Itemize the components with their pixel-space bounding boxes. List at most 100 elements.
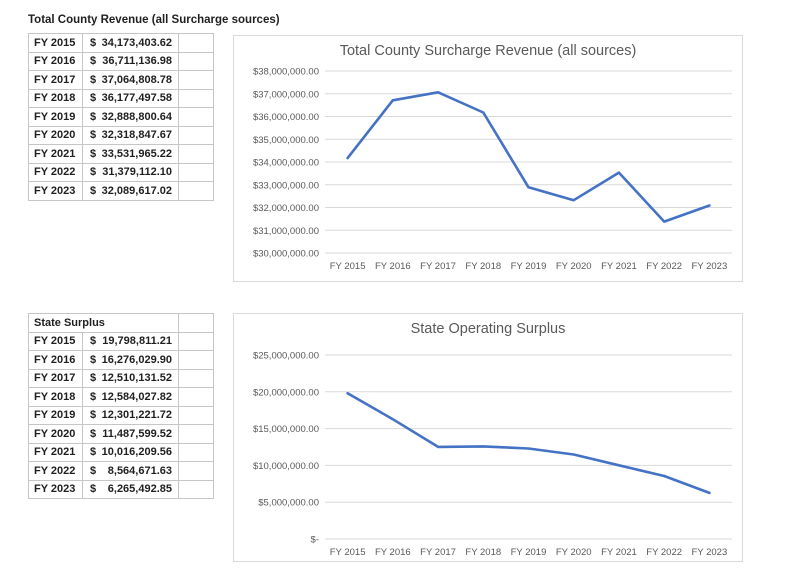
- value-cell[interactable]: $19,798,811.21: [83, 332, 179, 351]
- currency-symbol: $: [90, 55, 97, 68]
- y-tick-label: $10,000,000.00: [253, 461, 319, 472]
- year-cell[interactable]: FY 2016: [29, 351, 83, 370]
- value-cell[interactable]: $37,064,808.78: [83, 71, 179, 90]
- x-tick-label: FY 2023: [692, 547, 728, 558]
- value-cell[interactable]: $32,318,847.67: [83, 126, 179, 145]
- year-cell[interactable]: FY 2022: [29, 163, 83, 182]
- amount-text: 36,177,497.58: [101, 92, 172, 105]
- series-line[interactable]: [346, 90, 711, 223]
- year-cell[interactable]: FY 2018: [29, 89, 83, 108]
- chart-plot-area: $38,000,000.00 $37,000,000.00 $36,000,000.…: [253, 67, 732, 272]
- empty-cell[interactable]: [179, 52, 214, 71]
- value-cell[interactable]: $34,173,403.62: [83, 34, 179, 53]
- x-tick-label: FY 2020: [556, 261, 592, 272]
- y-tick-label: $30,000,000.00: [253, 249, 319, 260]
- currency-symbol: $: [90, 372, 97, 385]
- empty-cell[interactable]: [179, 71, 214, 90]
- y-tick-label: $5,000,000.00: [258, 498, 319, 509]
- empty-cell[interactable]: [179, 462, 214, 481]
- year-cell[interactable]: FY 2015: [29, 332, 83, 351]
- surplus-chart[interactable]: State Operating Surplus $25,000,000.00 $2…: [233, 313, 743, 562]
- year-cell[interactable]: FY 2019: [29, 108, 83, 127]
- value-cell[interactable]: $33,531,965.22: [83, 145, 179, 164]
- amount-text: 32,089,617.02: [101, 184, 172, 197]
- value-cell[interactable]: $36,711,136.98: [83, 52, 179, 71]
- surplus-table: State Surplus FY 2015 $19,798,811.21 FY 201…: [28, 313, 214, 499]
- y-tick-label: $33,000,000.00: [253, 180, 319, 191]
- amount-text: 19,798,811.21: [102, 335, 172, 348]
- empty-cell[interactable]: [179, 425, 214, 444]
- value-cell[interactable]: $36,177,497.58: [83, 89, 179, 108]
- empty-cell[interactable]: [179, 145, 214, 164]
- x-tick-label: FY 2021: [601, 547, 637, 558]
- value-cell[interactable]: $32,089,617.02: [83, 182, 179, 201]
- empty-cell[interactable]: [179, 163, 214, 182]
- year-cell[interactable]: FY 2023: [29, 182, 83, 201]
- table-title-cell[interactable]: State Surplus: [29, 314, 179, 333]
- year-cell[interactable]: FY 2017: [29, 369, 83, 388]
- amount-text: 11,487,599.52: [102, 427, 172, 440]
- value-cell[interactable]: $12,510,131.52: [83, 369, 179, 388]
- empty-cell[interactable]: [179, 126, 214, 145]
- empty-cell[interactable]: [179, 182, 214, 201]
- y-tick-label: $32,000,000.00: [253, 203, 319, 214]
- amount-text: 8,564,671.63: [107, 464, 172, 477]
- x-tick-label: FY 2016: [375, 261, 411, 272]
- year-cell[interactable]: FY 2017: [29, 71, 83, 90]
- year-cell[interactable]: FY 2019: [29, 406, 83, 425]
- value-cell[interactable]: $6,265,492.85: [83, 480, 179, 499]
- empty-cell[interactable]: [179, 314, 214, 333]
- year-cell[interactable]: FY 2020: [29, 126, 83, 145]
- empty-cell[interactable]: [179, 332, 214, 351]
- empty-cell[interactable]: [179, 369, 214, 388]
- year-cell[interactable]: FY 2021: [29, 443, 83, 462]
- amount-text: 32,318,847.67: [101, 129, 172, 142]
- year-cell[interactable]: FY 2016: [29, 52, 83, 71]
- x-tick-label: FY 2023: [692, 261, 728, 272]
- currency-symbol: $: [90, 110, 97, 123]
- value-cell[interactable]: $11,487,599.52: [83, 425, 179, 444]
- y-tick-label: $-: [311, 535, 319, 546]
- year-cell[interactable]: FY 2018: [29, 388, 83, 407]
- empty-cell[interactable]: [179, 108, 214, 127]
- empty-cell[interactable]: [179, 406, 214, 425]
- currency-symbol: $: [90, 409, 97, 422]
- empty-cell[interactable]: [179, 351, 214, 370]
- year-cell[interactable]: FY 2023: [29, 480, 83, 499]
- value-cell[interactable]: $12,584,027.82: [83, 388, 179, 407]
- empty-cell[interactable]: [179, 34, 214, 53]
- year-cell[interactable]: FY 2020: [29, 425, 83, 444]
- amount-text: 6,265,492.85: [107, 483, 172, 496]
- revenue-chart[interactable]: Total County Surcharge Revenue (all sour…: [233, 35, 743, 282]
- x-tick-label: FY 2022: [646, 261, 682, 272]
- empty-cell[interactable]: [179, 443, 214, 462]
- value-cell[interactable]: $31,379,112.10: [83, 163, 179, 182]
- value-cell[interactable]: $10,016,209.56: [83, 443, 179, 462]
- amount-text: 31,379,112.10: [102, 166, 172, 179]
- currency-symbol: $: [90, 446, 97, 459]
- empty-cell[interactable]: [179, 480, 214, 499]
- amount-text: 37,064,808.78: [101, 73, 172, 86]
- year-cell[interactable]: FY 2021: [29, 145, 83, 164]
- y-tick-label: $34,000,000.00: [253, 158, 319, 169]
- year-cell[interactable]: FY 2022: [29, 462, 83, 481]
- value-cell[interactable]: $8,564,671.63: [83, 462, 179, 481]
- value-cell[interactable]: $16,276,029.90: [83, 351, 179, 370]
- y-tick-label: $38,000,000.00: [253, 67, 319, 78]
- empty-cell[interactable]: [179, 89, 214, 108]
- value-cell[interactable]: $32,888,800.64: [83, 108, 179, 127]
- x-tick-label: FY 2019: [511, 261, 547, 272]
- amount-text: 10,016,209.56: [101, 446, 172, 459]
- amount-text: 16,276,029.90: [101, 353, 172, 366]
- series-line[interactable]: [346, 392, 711, 495]
- x-tick-label: FY 2018: [465, 261, 501, 272]
- currency-symbol: $: [90, 73, 97, 86]
- amount-text: 32,888,800.64: [101, 110, 172, 123]
- empty-cell[interactable]: [179, 388, 214, 407]
- year-cell[interactable]: FY 2015: [29, 34, 83, 53]
- value-cell[interactable]: $12,301,221.72: [83, 406, 179, 425]
- currency-symbol: $: [90, 353, 97, 366]
- currency-symbol: $: [90, 129, 97, 142]
- amount-text: 12,584,027.82: [101, 390, 172, 403]
